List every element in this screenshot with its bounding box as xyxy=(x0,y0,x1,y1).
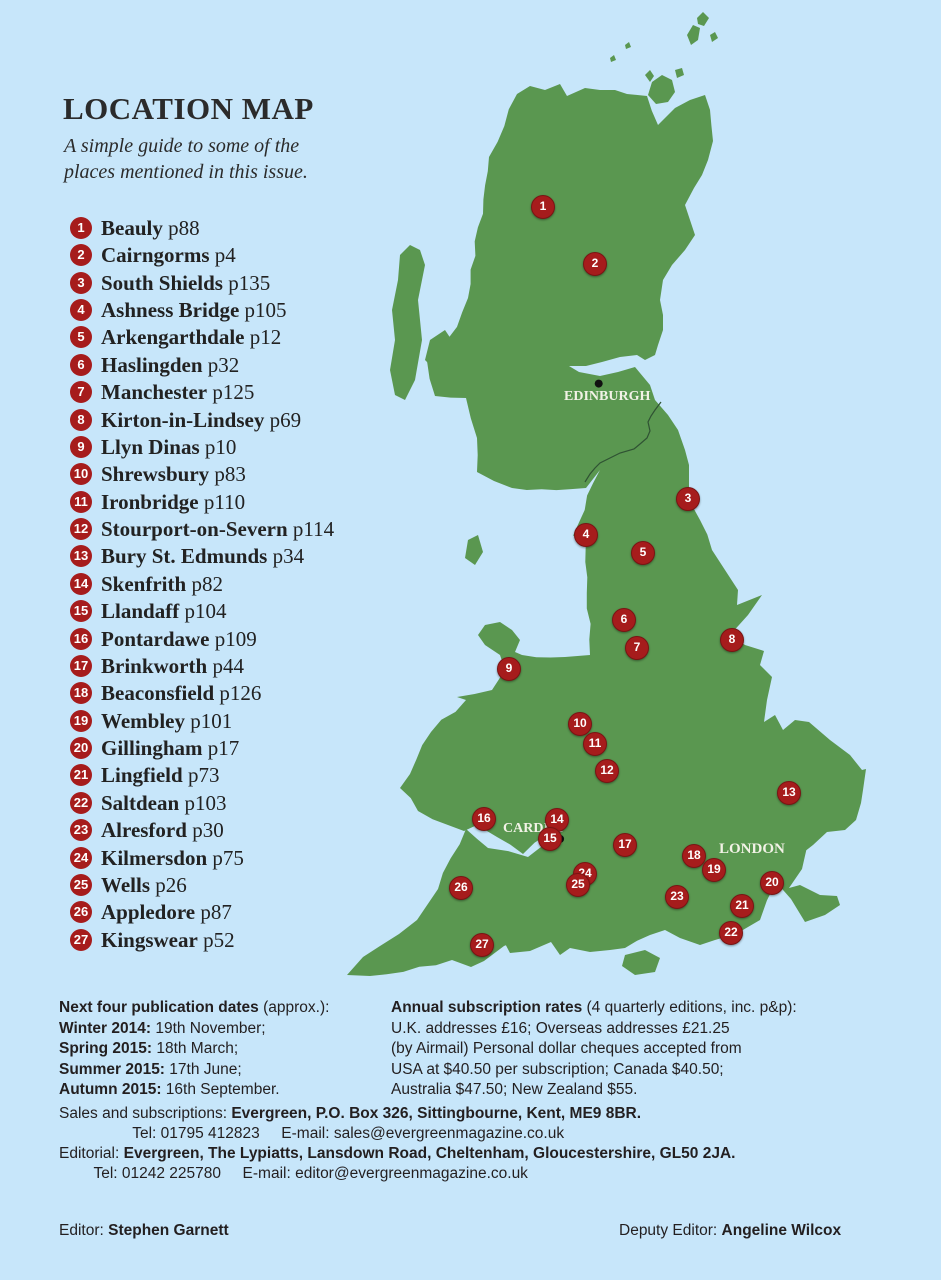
svg-text:LONDON: LONDON xyxy=(719,841,785,857)
svg-text:EDINBURGH: EDINBURGH xyxy=(564,389,650,404)
